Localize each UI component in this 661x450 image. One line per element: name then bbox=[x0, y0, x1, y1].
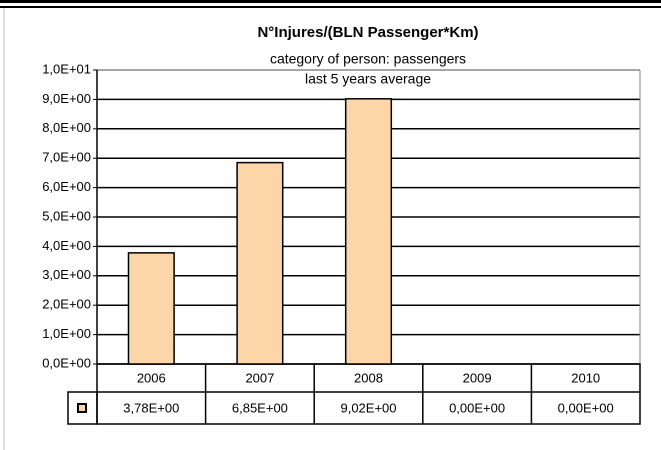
y-tick-label: 8,0E+00 bbox=[42, 120, 91, 135]
y-tick-label: 5,0E+00 bbox=[42, 208, 91, 223]
x-tick-label: 2009 bbox=[463, 370, 492, 385]
y-tick-label: 2,0E+00 bbox=[42, 297, 91, 312]
chart-title: N°Injures/(BLN Passenger*Km) bbox=[257, 24, 478, 41]
x-tick-label: 2008 bbox=[354, 370, 383, 385]
y-tick-label: 4,0E+00 bbox=[42, 238, 91, 253]
y-tick-label: 7,0E+00 bbox=[42, 150, 91, 165]
chart-subtitle: category of person: passengers bbox=[270, 51, 466, 67]
y-tick-label: 0,0E+00 bbox=[42, 355, 91, 370]
y-tick-label: 3,0E+00 bbox=[42, 267, 91, 282]
data-label: 0,00E+00 bbox=[449, 400, 505, 415]
bar bbox=[236, 161, 284, 365]
bar bbox=[344, 98, 393, 365]
x-tick-label: 2007 bbox=[245, 370, 274, 385]
data-label: 6,85E+00 bbox=[232, 400, 288, 415]
legend-cell bbox=[67, 391, 98, 425]
x-tick-label: 2006 bbox=[137, 370, 166, 385]
bar bbox=[127, 252, 175, 365]
data-label: 3,78E+00 bbox=[123, 400, 179, 415]
x-tick-label: 2010 bbox=[571, 370, 600, 385]
chart-subtitle: last 5 years average bbox=[305, 71, 431, 87]
frame-top bbox=[0, 0, 661, 3]
legend-key bbox=[77, 403, 87, 413]
y-tick-label: 1,0E+01 bbox=[42, 61, 91, 76]
y-tick-label: 1,0E+00 bbox=[42, 326, 91, 341]
y-tick-label: 9,0E+00 bbox=[42, 91, 91, 106]
y-tick-label: 6,0E+00 bbox=[42, 179, 91, 194]
frame-top-inner bbox=[0, 6, 661, 8]
data-label: 0,00E+00 bbox=[558, 400, 614, 415]
data-label: 9,02E+00 bbox=[340, 400, 396, 415]
